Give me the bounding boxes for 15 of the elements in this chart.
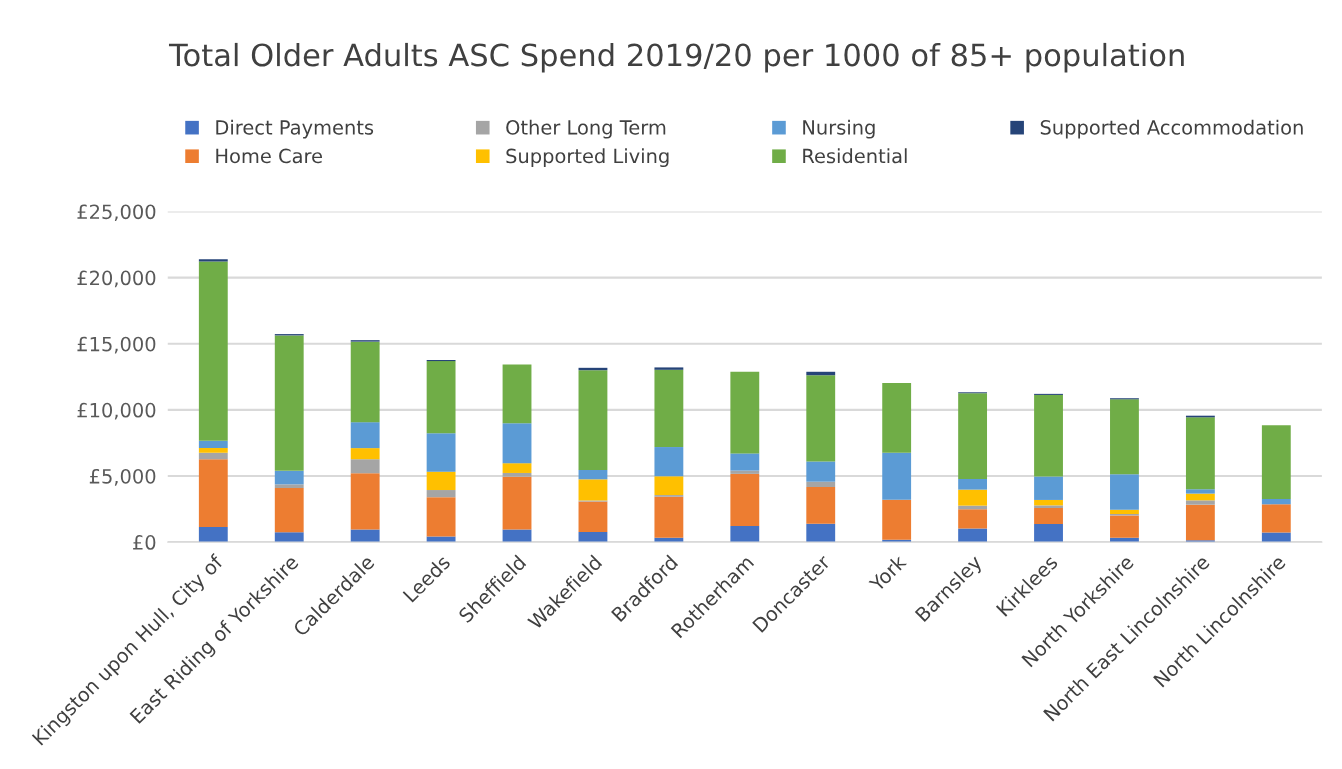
- y-tick-label: £25,000: [77, 204, 156, 222]
- x-tick-label: York: [868, 553, 908, 593]
- legend-label: Nursing: [803, 119, 875, 139]
- legend-label: Supported Living: [506, 148, 669, 168]
- y-tick-label: £20,000: [77, 270, 156, 288]
- legend-label: Other Long Term: [506, 119, 666, 139]
- legend-label: Residential: [803, 148, 907, 164]
- y-tick-label: £15,000: [77, 336, 156, 354]
- legend-label: Direct Payments: [216, 119, 374, 139]
- y-tick-label: £0: [133, 535, 156, 550]
- legend-label: Supported Accommodation: [1040, 119, 1303, 139]
- y-tick-label: £10,000: [77, 402, 156, 420]
- legend-label: Home Care: [216, 148, 322, 164]
- chart-title: Total Older Adults ASC Spend 2019/20 per 1000 of 85+ population: [168, 42, 1184, 73]
- y-tick-label: £5,000: [89, 468, 156, 486]
